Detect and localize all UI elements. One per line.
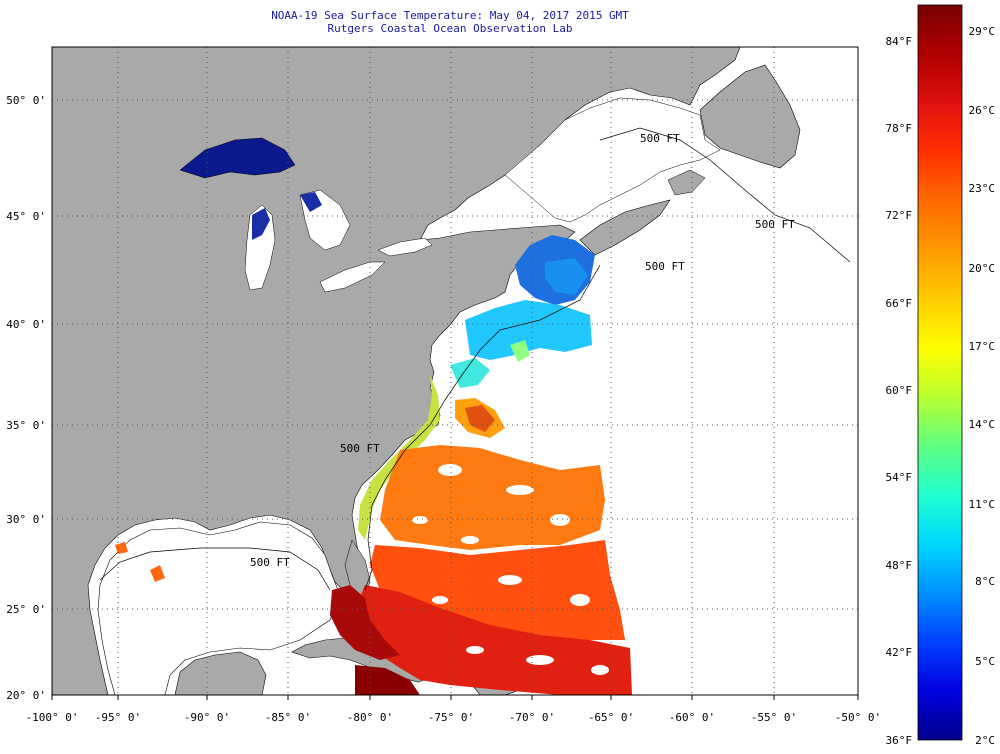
longitude-label: -85° 0' (265, 711, 311, 724)
sst-bahamas (355, 585, 632, 695)
sst-mid-atlantic-shelf (465, 300, 592, 360)
gulf-st-lawrence (504, 97, 721, 223)
cloud-gaps (412, 464, 609, 675)
lake-michigan-sst (252, 208, 270, 240)
colorbar-celsius-label: 17°C (969, 340, 996, 353)
colorbar-fahrenheit-label: 36°F (886, 734, 913, 747)
colorbar-celsius-label: 26°C (969, 104, 996, 117)
sst-georges-bank (545, 258, 588, 295)
longitude-label: -95° 0' (95, 711, 141, 724)
isobath-label-3: 500 FT (645, 260, 685, 273)
colorbar-celsius-label: 2°C (975, 734, 995, 747)
colorbar-celsius-label: 20°C (969, 262, 996, 275)
colorbar-fahrenheit-label: 78°F (886, 122, 913, 135)
map-title: NOAA-19 Sea Surface Temperature: May 04,… (271, 9, 629, 22)
isobath-label-4: 500 FT (250, 556, 290, 569)
latitude-label: 25° 0' (6, 603, 46, 616)
lake-ontario (377, 237, 433, 257)
graticule (52, 47, 858, 695)
lake-huron-sst (300, 192, 322, 212)
colorbar-fahrenheit-label: 60°F (886, 384, 913, 397)
map-frame (51, 46, 859, 696)
latitude-label: 30° 0' (6, 513, 46, 526)
sst-caribbean-north (355, 665, 420, 695)
longitude-axis: -100° 0' -95° 0' -90° 0' -85° 0' -80° 0' -75°… (26, 695, 881, 724)
sst-gulf-small-patch (150, 565, 165, 582)
colorbar-celsius-label: 29°C (969, 25, 996, 38)
colorbar-celsius-label: 8°C (975, 575, 995, 588)
lake-superior (179, 137, 296, 179)
colorbar-fahrenheit-label: 66°F (886, 297, 913, 310)
land-newfoundland (699, 64, 801, 169)
colorbar-celsius-label: 14°C (969, 418, 996, 431)
colorbar-fahrenheit-label: 42°F (886, 646, 913, 659)
sst-new-jersey-coast (510, 340, 530, 362)
gulf-of-mexico (97, 521, 341, 695)
isobath-label-2: 500 FT (755, 218, 795, 231)
longitude-label: -90° 0' (184, 711, 230, 724)
colorbar-fahrenheit-label: 48°F (886, 559, 913, 572)
longitude-label: -70° 0' (509, 711, 555, 724)
latitude-label: 50° 0' (6, 94, 46, 107)
sst-sargasso-north (380, 445, 605, 550)
latitude-label: 45° 0' (6, 210, 46, 223)
latitude-axis: 50° 0' 45° 0' 40° 0' 35° 0' 30° 0' 25° 0' 20° … (6, 94, 46, 702)
longitude-label: -80° 0' (347, 711, 393, 724)
longitude-label: -100° 0' (26, 711, 79, 724)
latitude-label: 40° 0' (6, 318, 46, 331)
land-cape-breton (667, 169, 706, 196)
colorbar-fahrenheit-label: 54°F (886, 471, 913, 484)
colorbar-gradient (917, 4, 963, 741)
isobath-label-5: 500 FT (340, 442, 380, 455)
longitude-label: -55° 0' (751, 711, 797, 724)
latitude-label: 35° 0' (6, 419, 46, 432)
lake-erie (319, 261, 386, 293)
colorbar: 84°F 78°F 72°F 66°F 60°F 54°F 48°F 42°F 36°F 29°… (886, 4, 996, 747)
colorbar-celsius-label: 5°C (975, 655, 995, 668)
colorbar-celsius-label: 11°C (969, 498, 996, 511)
longitude-label: -65° 0' (588, 711, 634, 724)
colorbar-fahrenheit-label: 84°F (886, 35, 913, 48)
colorbar-celsius-label: 23°C (969, 182, 996, 195)
land-yucatan (174, 651, 267, 695)
sst-mid-atlantic-inner (450, 358, 490, 388)
map-subtitle: Rutgers Coastal Ocean Observation Lab (327, 22, 573, 35)
land-nova-scotia (579, 199, 671, 256)
colorbar-fahrenheit-label: 72°F (886, 209, 913, 222)
sst-florida-straits (330, 585, 400, 660)
longitude-label: -50° 0' (835, 711, 881, 724)
latitude-label: 20° 0' (6, 689, 46, 702)
longitude-label: -60° 0' (669, 711, 715, 724)
sst-gulf-small-patch-2 (115, 542, 128, 554)
isobath-label-1: 500 FT (640, 132, 680, 145)
longitude-label: -75° 0' (428, 711, 474, 724)
isobath-500ft (99, 127, 851, 591)
